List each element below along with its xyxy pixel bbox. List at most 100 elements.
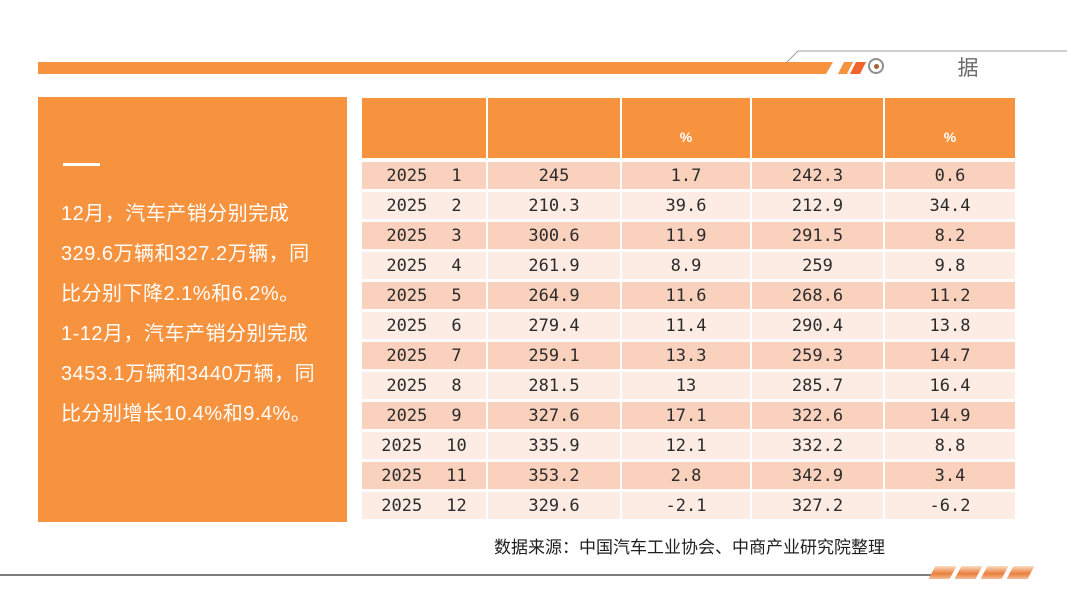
cell-production: 264.9 — [488, 282, 620, 309]
cell-production-yoy: 1.7 — [622, 162, 750, 189]
cell-production: 261.9 — [488, 252, 620, 279]
table-row: 2025 6 279.4 11.4 290.4 13.8 — [362, 312, 1017, 339]
cell-production: 335.9 — [488, 432, 620, 459]
cell-production: 245 — [488, 162, 620, 189]
cell-production-yoy: 11.4 — [622, 312, 750, 339]
cell-sales-yoy: -6.2 — [885, 492, 1015, 519]
cell-year-month: 2025 1 — [362, 162, 486, 189]
circle-dot-icon — [873, 63, 879, 69]
footer-slash-icon — [1006, 566, 1035, 579]
year-text: 2025 — [381, 495, 423, 516]
month-text: 11 — [446, 465, 467, 486]
header-brand-text: 据 — [957, 57, 979, 80]
cell-sales-yoy: 14.9 — [885, 402, 1015, 429]
cell-sales-yoy: 8.2 — [885, 222, 1015, 249]
header-cell-production-yoy: % — [622, 98, 750, 158]
cell-sales: 268.6 — [752, 282, 883, 309]
cell-production: 259.1 — [488, 342, 620, 369]
year-text: 2025 — [386, 285, 428, 306]
table-row: 2025 1 245 1.7 242.3 0.6 — [362, 162, 1017, 189]
table-row: 2025 5 264.9 11.6 268.6 11.2 — [362, 282, 1017, 309]
year-text: 2025 — [386, 255, 428, 276]
year-text: 2025 — [386, 345, 428, 366]
cell-year-month: 2025 9 — [362, 402, 486, 429]
footer-slash-icon — [928, 566, 957, 579]
table-row: 2025 4 261.9 8.9 259 9.8 — [362, 252, 1017, 279]
month-text: 6 — [451, 315, 462, 336]
cell-year-month: 2025 10 — [362, 432, 486, 459]
cell-production-yoy: -2.1 — [622, 492, 750, 519]
cell-production-yoy: 17.1 — [622, 402, 750, 429]
header-cell-month — [362, 98, 486, 158]
cell-year-month: 2025 3 — [362, 222, 486, 249]
table-row: 2025 12 329.6 -2.1 327.2 -6.2 — [362, 492, 1017, 519]
year-text: 2025 — [386, 225, 428, 246]
cell-sales: 259 — [752, 252, 883, 279]
cell-production: 327.6 — [488, 402, 620, 429]
cell-sales: 290.4 — [752, 312, 883, 339]
year-text: 2025 — [386, 405, 428, 426]
cell-sales: 332.2 — [752, 432, 883, 459]
year-text: 2025 — [386, 195, 428, 216]
table-body: 2025 1 245 1.7 242.3 0.6 2025 2 210.3 39… — [362, 162, 1017, 519]
cell-sales-yoy: 13.8 — [885, 312, 1015, 339]
year-text: 2025 — [381, 435, 423, 456]
header-slash-icon — [849, 62, 867, 74]
table-header-row: % % — [362, 98, 1017, 158]
table-row: 2025 7 259.1 13.3 259.3 14.7 — [362, 342, 1017, 369]
cell-production-yoy: 11.6 — [622, 282, 750, 309]
cell-sales: 327.2 — [752, 492, 883, 519]
year-text: 2025 — [386, 315, 428, 336]
summary-panel: 12月，汽车产销分别完成 329.6万辆和327.2万辆，同 比分别下降2.1%… — [38, 97, 347, 522]
cell-year-month: 2025 6 — [362, 312, 486, 339]
cell-production: 210.3 — [488, 192, 620, 219]
cell-production-yoy: 39.6 — [622, 192, 750, 219]
cell-production: 353.2 — [488, 462, 620, 489]
table-row: 2025 2 210.3 39.6 212.9 34.4 — [362, 192, 1017, 219]
cell-production: 329.6 — [488, 492, 620, 519]
year-text: 2025 — [386, 375, 428, 396]
table-row: 2025 9 327.6 17.1 322.6 14.9 — [362, 402, 1017, 429]
cell-sales: 242.3 — [752, 162, 883, 189]
footer-slash-icon — [954, 566, 983, 579]
cell-year-month: 2025 11 — [362, 462, 486, 489]
cell-sales: 212.9 — [752, 192, 883, 219]
target-circle-icon — [868, 58, 884, 74]
data-source-text: 数据来源：中国汽车工业协会、中商产业研究院整理 — [494, 538, 885, 558]
month-text: 8 — [451, 375, 462, 396]
footer-rule — [0, 574, 934, 576]
year-text: 2025 — [381, 465, 423, 486]
month-text: 12 — [446, 495, 467, 516]
header-cell-sales — [752, 98, 883, 158]
cell-year-month: 2025 5 — [362, 282, 486, 309]
footer-slash-icon — [980, 566, 1009, 579]
cell-sales: 291.5 — [752, 222, 883, 249]
cell-sales-yoy: 3.4 — [885, 462, 1015, 489]
cell-sales: 259.3 — [752, 342, 883, 369]
cell-production: 300.6 — [488, 222, 620, 249]
cell-sales-yoy: 9.8 — [885, 252, 1015, 279]
cell-sales-yoy: 8.8 — [885, 432, 1015, 459]
header-orange-bar — [38, 62, 833, 74]
cell-sales-yoy: 14.7 — [885, 342, 1015, 369]
cell-production-yoy: 8.9 — [622, 252, 750, 279]
table-row: 2025 3 300.6 11.9 291.5 8.2 — [362, 222, 1017, 249]
cell-sales-yoy: 11.2 — [885, 282, 1015, 309]
month-text: 10 — [446, 435, 467, 456]
cell-sales: 322.6 — [752, 402, 883, 429]
table-row: 2025 11 353.2 2.8 342.9 3.4 — [362, 462, 1017, 489]
data-table: % % 2025 1 245 1.7 242.3 0.6 2025 2 210.… — [362, 98, 1017, 519]
month-text: 3 — [451, 225, 462, 246]
month-text: 4 — [451, 255, 462, 276]
cell-production: 279.4 — [488, 312, 620, 339]
cell-sales: 342.9 — [752, 462, 883, 489]
month-text: 5 — [451, 285, 462, 306]
cell-production-yoy: 12.1 — [622, 432, 750, 459]
month-text: 7 — [451, 345, 462, 366]
cell-year-month: 2025 7 — [362, 342, 486, 369]
table-row: 2025 10 335.9 12.1 332.2 8.8 — [362, 432, 1017, 459]
cell-production: 281.5 — [488, 372, 620, 399]
cell-year-month: 2025 12 — [362, 492, 486, 519]
cell-year-month: 2025 8 — [362, 372, 486, 399]
